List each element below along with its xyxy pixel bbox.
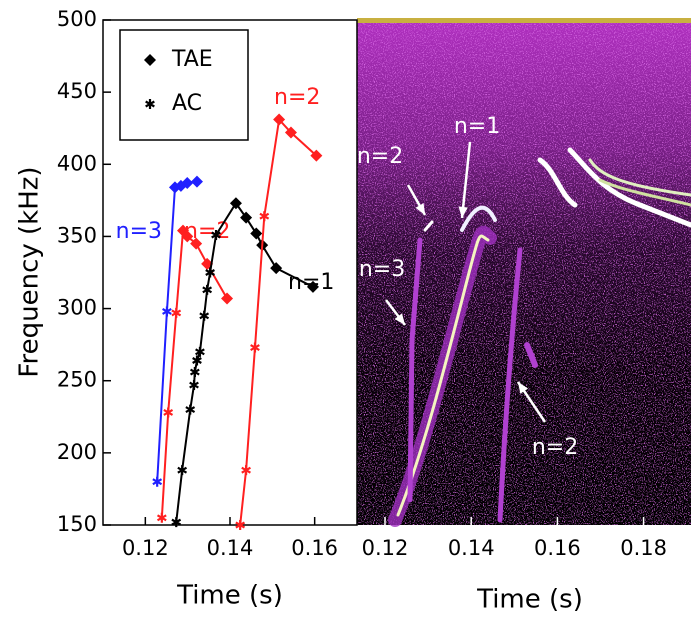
- diamond-marker: [190, 237, 203, 250]
- diamond-marker: [306, 280, 319, 293]
- x-tick-label: 0.14: [448, 536, 495, 560]
- y-tick-label: 200: [57, 440, 97, 464]
- x-axis-label: Time (s): [176, 581, 283, 611]
- x-tick-label: 0.12: [362, 536, 409, 560]
- arrow-head: [458, 206, 468, 218]
- star-marker: [241, 465, 251, 476]
- star-marker: [156, 512, 167, 523]
- star-marker: [192, 355, 202, 366]
- arrow-head: [518, 382, 529, 394]
- star-marker: [171, 517, 182, 528]
- star-marker: [185, 404, 196, 415]
- star-marker: [189, 367, 200, 378]
- diamond-marker: [190, 175, 203, 188]
- star-marker: [171, 307, 182, 318]
- y-axis-label: Frequency (kHz): [15, 166, 45, 377]
- diamond-marker: [310, 149, 323, 162]
- x-tick-label: 0.18: [620, 536, 667, 560]
- diamond-marker: [273, 113, 286, 126]
- y-tick-label: 350: [57, 223, 97, 247]
- x-axis-label: Time (s): [476, 585, 583, 615]
- diamond-marker: [284, 126, 297, 139]
- diamond-marker: [240, 211, 253, 224]
- diamond-marker: [221, 292, 234, 305]
- x-tick-label: 0.16: [534, 536, 581, 560]
- annotation: n=3: [359, 257, 405, 282]
- series-label: n=1: [288, 270, 334, 295]
- legend-marker: [144, 54, 156, 66]
- star-marker: [250, 342, 260, 353]
- star-marker: [211, 229, 221, 240]
- diamond-marker: [229, 197, 242, 210]
- star-marker: [189, 380, 199, 391]
- legend-marker: [145, 99, 155, 109]
- annotation: n=2: [357, 144, 403, 169]
- y-tick-label: 400: [57, 151, 97, 175]
- arrow-head: [394, 313, 405, 325]
- star-marker: [152, 476, 163, 487]
- x-tick-label: 0.12: [122, 536, 169, 560]
- arrow-head: [415, 203, 425, 215]
- legend-label: TAE: [171, 47, 213, 72]
- star-marker: [195, 346, 205, 357]
- annotation: n=1: [454, 114, 500, 139]
- star-marker: [199, 310, 210, 321]
- annotation-arrow: [460, 141, 472, 219]
- diamond-marker: [270, 262, 283, 275]
- series-label: n=3: [116, 219, 162, 244]
- star-marker: [259, 211, 270, 222]
- star-marker: [177, 465, 188, 476]
- series-label: n=2: [274, 85, 320, 110]
- diamond-marker: [250, 227, 263, 240]
- star-marker: [205, 267, 215, 278]
- y-tick-label: 450: [57, 79, 97, 103]
- diamond-marker: [181, 230, 194, 243]
- annotation: n=2: [532, 435, 578, 460]
- star-marker: [162, 306, 172, 317]
- star-marker: [163, 407, 174, 418]
- y-tick-label: 250: [57, 368, 97, 392]
- legend: [119, 29, 249, 141]
- spectrogram: [357, 18, 691, 527]
- x-tick-label: 0.16: [291, 536, 338, 560]
- star-marker: [202, 284, 213, 295]
- x-tick-label: 0.14: [207, 536, 254, 560]
- diamond-marker: [181, 177, 194, 190]
- y-tick-label: 300: [57, 296, 97, 320]
- legend-label: AC: [172, 91, 202, 116]
- y-tick-label: 500: [57, 7, 97, 31]
- y-tick-label: 150: [57, 512, 97, 536]
- star-marker: [235, 520, 246, 530]
